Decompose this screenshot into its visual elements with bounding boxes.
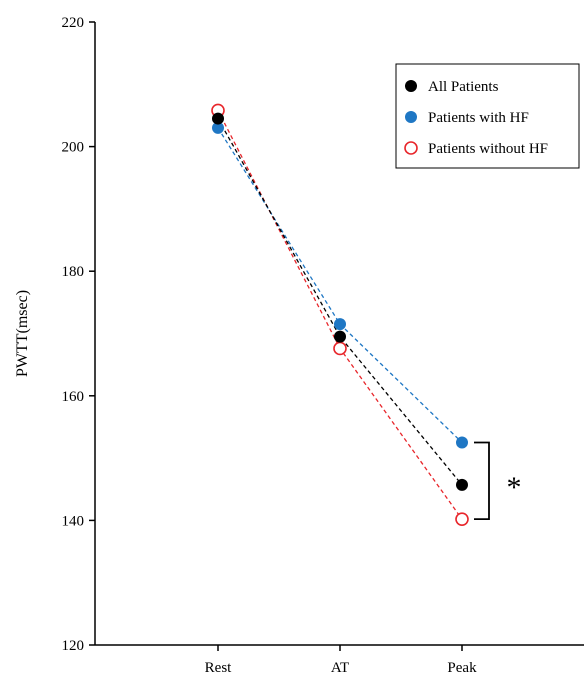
data-point	[212, 121, 224, 134]
y-tick-label: 220	[62, 15, 85, 31]
y-tick-label: 160	[62, 389, 85, 405]
series-line	[217, 127, 463, 443]
series-markers	[211, 103, 469, 526]
data-point	[212, 112, 224, 125]
legend-entry-label: All Patients	[428, 79, 499, 95]
x-tick-label: AT	[331, 660, 349, 676]
y-tick-label: 180	[62, 264, 85, 280]
axes: 120 140 160 180 200 220 Rest AT Peak PWTT(msec)	[14, 15, 584, 676]
significance-star: *	[507, 471, 522, 504]
legend-marker	[405, 111, 417, 123]
y-tick-label: 200	[62, 140, 85, 156]
data-point	[334, 330, 346, 343]
x-tick-label: Rest	[205, 660, 233, 676]
series-line	[217, 110, 463, 520]
legend-marker	[405, 80, 417, 92]
y-axis-label: PWTT(msec)	[14, 290, 31, 377]
series-line	[217, 118, 463, 486]
data-point	[333, 341, 347, 356]
legend: All Patients Patients with HF Patients wit…	[395, 63, 580, 169]
data-point	[456, 436, 468, 449]
significance-annotation: *	[474, 441, 522, 521]
legend-box	[395, 63, 580, 169]
data-point	[456, 478, 468, 491]
legend-entry-label: Patients with HF	[428, 110, 529, 126]
y-tick-label: 120	[62, 638, 85, 654]
data-point	[455, 512, 469, 526]
series-lines	[217, 110, 463, 520]
legend-marker	[404, 141, 418, 155]
significance-bracket	[474, 441, 490, 521]
x-tick-label: Peak	[447, 660, 477, 676]
legend-entry-label: Patients without HF	[428, 141, 548, 157]
y-tick-label: 140	[62, 513, 85, 529]
data-point	[334, 318, 346, 331]
